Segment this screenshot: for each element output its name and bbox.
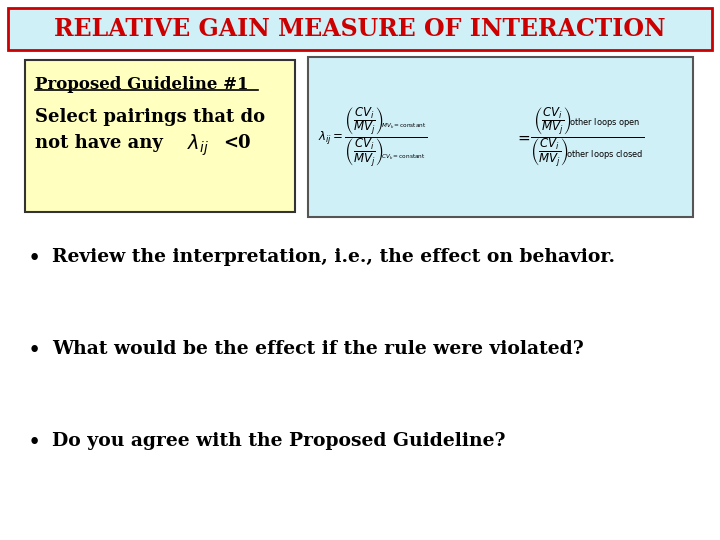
Text: •: •	[28, 432, 41, 454]
Text: Do you agree with the Proposed Guideline?: Do you agree with the Proposed Guideline…	[52, 432, 505, 450]
Text: What would be the effect if the rule were violated?: What would be the effect if the rule wer…	[52, 340, 584, 358]
Text: $\dfrac{\left(\dfrac{CV_i}{MV_j}\right)_{\!\!\mathrm{other\ loops\ open}}}{\left: $\dfrac{\left(\dfrac{CV_i}{MV_j}\right)_…	[530, 105, 644, 168]
Text: $\lambda_{ij}$: $\lambda_{ij}$	[187, 132, 209, 158]
Text: •: •	[28, 340, 41, 362]
FancyBboxPatch shape	[25, 60, 295, 212]
Text: $\lambda_{ij} = \dfrac{\left(\dfrac{CV_i}{MV_j}\right)_{\!\!{}_{MV_k=\mathrm{con: $\lambda_{ij} = \dfrac{\left(\dfrac{CV_i…	[318, 105, 427, 168]
Text: Proposed Guideline #1: Proposed Guideline #1	[35, 76, 248, 93]
Text: Select pairings that do: Select pairings that do	[35, 108, 265, 126]
Text: not have any: not have any	[35, 134, 169, 152]
Text: <0: <0	[223, 134, 251, 152]
Text: Review the interpretation, i.e., the effect on behavior.: Review the interpretation, i.e., the eff…	[52, 248, 615, 266]
Text: $=$: $=$	[515, 130, 531, 145]
Text: •: •	[28, 248, 41, 270]
FancyBboxPatch shape	[8, 8, 712, 50]
Text: RELATIVE GAIN MEASURE OF INTERACTION: RELATIVE GAIN MEASURE OF INTERACTION	[54, 17, 666, 41]
FancyBboxPatch shape	[308, 57, 693, 217]
